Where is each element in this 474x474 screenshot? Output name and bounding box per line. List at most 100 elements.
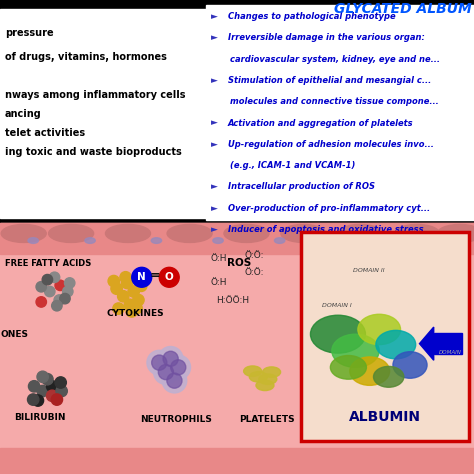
- Circle shape: [36, 282, 46, 292]
- Circle shape: [121, 277, 133, 289]
- Circle shape: [108, 275, 119, 287]
- Circle shape: [126, 306, 137, 317]
- Bar: [0, 9, 209, 218]
- Text: N: N: [137, 272, 146, 283]
- Ellipse shape: [376, 330, 416, 359]
- Text: O: O: [165, 272, 173, 283]
- Bar: [301, 232, 469, 441]
- Ellipse shape: [213, 238, 223, 244]
- Bar: [434, 333, 462, 354]
- Ellipse shape: [1, 224, 46, 242]
- Text: DOMAIN I: DOMAIN I: [322, 303, 352, 308]
- Ellipse shape: [224, 224, 269, 242]
- Circle shape: [60, 293, 70, 304]
- Circle shape: [49, 272, 60, 283]
- Text: Ö:Ö:: Ö:Ö:: [244, 268, 264, 277]
- Circle shape: [28, 381, 40, 392]
- Circle shape: [54, 295, 64, 305]
- Circle shape: [159, 267, 179, 287]
- Text: ancing: ancing: [5, 109, 42, 119]
- Text: H:ÖÖ:H: H:ÖÖ:H: [216, 297, 249, 305]
- Circle shape: [167, 373, 182, 388]
- Circle shape: [133, 294, 144, 306]
- Text: Changes to pathological phenotype: Changes to pathological phenotype: [228, 12, 395, 21]
- Circle shape: [147, 350, 172, 375]
- Ellipse shape: [398, 238, 408, 244]
- Ellipse shape: [105, 224, 151, 242]
- Text: (e.g., ICAM-1 and VCAM-1): (e.g., ICAM-1 and VCAM-1): [230, 161, 356, 170]
- Text: Ö:H: Ö:H: [211, 254, 228, 263]
- Circle shape: [42, 274, 53, 285]
- Circle shape: [55, 377, 66, 388]
- Ellipse shape: [274, 238, 285, 244]
- Text: ►: ►: [211, 12, 218, 21]
- Text: ►: ►: [211, 33, 218, 42]
- Circle shape: [111, 283, 122, 294]
- Circle shape: [46, 381, 58, 392]
- Text: ►: ►: [211, 204, 218, 213]
- Ellipse shape: [310, 315, 365, 353]
- Text: =: =: [150, 269, 160, 283]
- Text: Inducer of apoptosis and oxidative stress: Inducer of apoptosis and oxidative stres…: [228, 225, 423, 234]
- Text: pressure: pressure: [5, 28, 54, 38]
- Circle shape: [52, 301, 62, 311]
- Ellipse shape: [336, 238, 346, 244]
- Circle shape: [56, 385, 67, 397]
- Ellipse shape: [151, 238, 162, 244]
- Ellipse shape: [337, 224, 383, 242]
- Circle shape: [158, 346, 183, 371]
- Circle shape: [136, 280, 147, 292]
- Text: PLATELETS: PLATELETS: [239, 415, 295, 424]
- Bar: [0, 223, 209, 294]
- Ellipse shape: [256, 380, 274, 391]
- Text: Ö:H: Ö:H: [211, 278, 228, 286]
- Text: Intracellular production of ROS: Intracellular production of ROS: [228, 182, 374, 191]
- Circle shape: [152, 355, 167, 370]
- Ellipse shape: [28, 238, 38, 244]
- Circle shape: [132, 267, 152, 287]
- Text: ing toxic and waste bioproducts: ing toxic and waste bioproducts: [5, 147, 182, 157]
- Circle shape: [63, 286, 73, 297]
- Circle shape: [45, 286, 55, 297]
- Text: BILIRUBIN: BILIRUBIN: [14, 413, 66, 422]
- Ellipse shape: [330, 356, 366, 379]
- Ellipse shape: [281, 224, 326, 242]
- Text: molecules and connective tissue compone...: molecules and connective tissue compone.…: [230, 97, 438, 106]
- Circle shape: [120, 272, 131, 283]
- Text: telet activities: telet activities: [5, 128, 85, 138]
- Ellipse shape: [450, 238, 460, 244]
- Circle shape: [32, 395, 44, 406]
- Text: CYTOKINES: CYTOKINES: [107, 309, 164, 318]
- Bar: [0, 223, 474, 474]
- Ellipse shape: [263, 367, 281, 377]
- Circle shape: [131, 302, 142, 314]
- Text: ►: ►: [211, 225, 218, 234]
- Ellipse shape: [393, 352, 427, 378]
- Ellipse shape: [249, 372, 267, 382]
- Text: Up-regulation of adhesion molecules invo...: Up-regulation of adhesion molecules invo…: [228, 140, 433, 149]
- Ellipse shape: [244, 366, 262, 376]
- Text: NEUTROPHILS: NEUTROPHILS: [140, 415, 212, 424]
- Circle shape: [37, 385, 48, 397]
- Circle shape: [27, 394, 39, 405]
- Text: ►: ►: [211, 182, 218, 191]
- Ellipse shape: [394, 224, 439, 242]
- Polygon shape: [419, 327, 434, 360]
- Text: DOMAIN: DOMAIN: [439, 350, 462, 356]
- Bar: [0, 0, 474, 223]
- Circle shape: [42, 374, 53, 385]
- Circle shape: [128, 286, 139, 297]
- Ellipse shape: [332, 334, 379, 367]
- Text: ROS: ROS: [227, 258, 252, 268]
- Ellipse shape: [374, 366, 404, 387]
- Text: of drugs, vitamins, hormones: of drugs, vitamins, hormones: [5, 52, 167, 62]
- Circle shape: [113, 303, 124, 314]
- Text: ONES: ONES: [1, 330, 29, 339]
- Circle shape: [124, 299, 136, 310]
- Text: nways among inflammatory cells: nways among inflammatory cells: [5, 90, 185, 100]
- Circle shape: [36, 297, 46, 307]
- Circle shape: [46, 390, 58, 401]
- Circle shape: [171, 360, 186, 375]
- Text: ►: ►: [211, 76, 218, 85]
- Circle shape: [118, 291, 129, 302]
